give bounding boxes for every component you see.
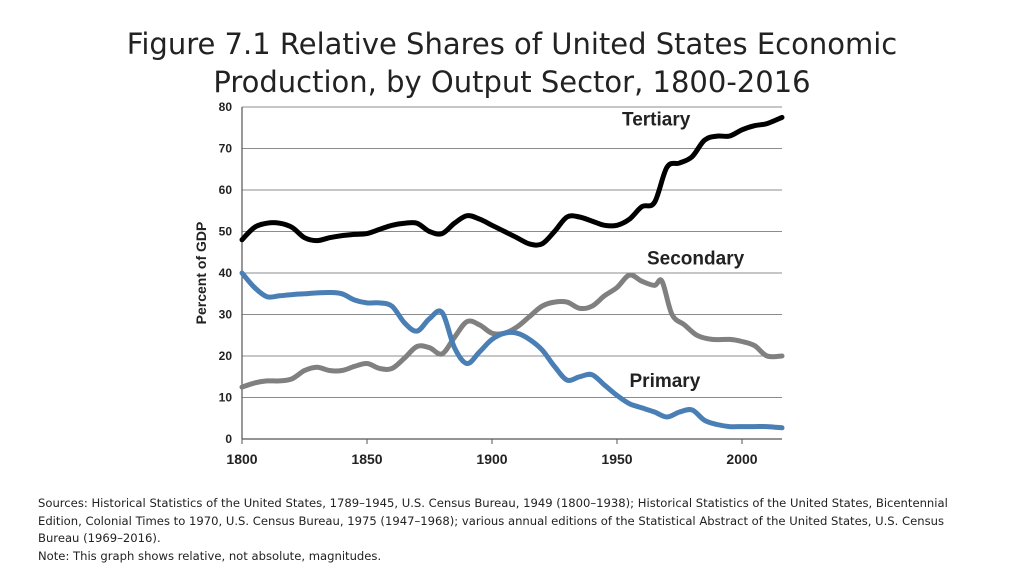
x-tick-label: 2000 xyxy=(726,451,757,467)
y-tick-label: 30 xyxy=(219,308,233,322)
chart-title-line-1: Figure 7.1 Relative Shares of United Sta… xyxy=(126,27,898,62)
chart-title: Figure 7.1 Relative Shares of United Sta… xyxy=(0,25,1024,101)
x-tick-label: 1800 xyxy=(226,451,257,467)
series-line-primary xyxy=(239,270,785,431)
x-tick-label: 1950 xyxy=(601,451,632,467)
y-tick-label: 50 xyxy=(219,225,233,239)
series-lines xyxy=(239,114,785,431)
graph-note: Note: This graph shows relative, not abs… xyxy=(38,548,382,563)
series-label-secondary: Secondary xyxy=(647,249,745,270)
series-label-tertiary: Tertiary xyxy=(622,110,691,131)
y-tick-label: 10 xyxy=(219,391,233,405)
y-tick-label: 80 xyxy=(219,100,233,114)
x-tick-label: 1850 xyxy=(351,451,382,467)
gridlines xyxy=(242,106,782,440)
y-axis-title: Percent of GDP xyxy=(193,222,209,325)
series-labels: Tertiary Secondary Primary xyxy=(622,110,745,392)
sources-note: Sources: Historical Statistics of the Un… xyxy=(38,496,948,545)
y-tick-label: 60 xyxy=(219,183,233,197)
y-tick-label: 40 xyxy=(219,266,233,280)
series-label-primary: Primary xyxy=(630,371,701,392)
x-tick-label: 1900 xyxy=(476,451,507,467)
chart-footer: Sources: Historical Statistics of the Un… xyxy=(38,495,988,565)
y-tick-label: 70 xyxy=(219,142,233,156)
y-tick-label: 20 xyxy=(219,349,233,363)
axes: 0 10 20 30 40 50 60 70 80 1800 1850 1900 1950 2000 Per… xyxy=(193,100,782,467)
y-tick-label: 0 xyxy=(225,432,232,446)
series-line-tertiary xyxy=(239,114,785,248)
chart-title-line-2: Production, by Output Sector, 1800-2016 xyxy=(213,65,811,100)
